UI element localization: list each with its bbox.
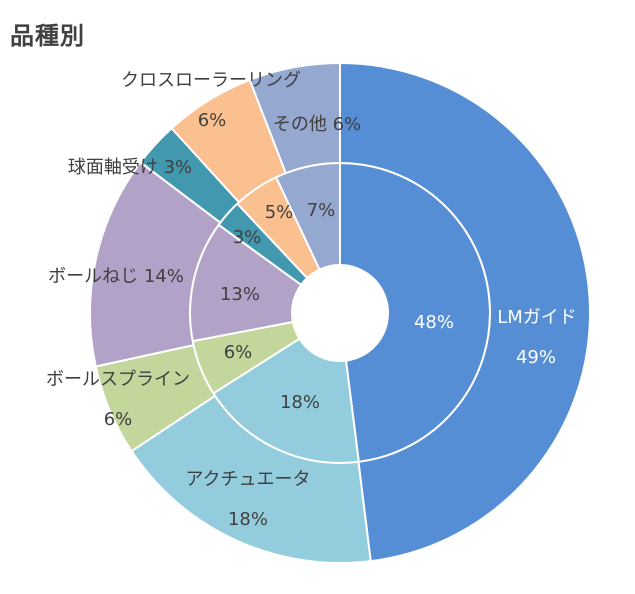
outer-label-actuator-pct: 18% [228,509,268,530]
inner-label-ball-screw: 13% [220,284,260,305]
inner-label-other: 7% [307,200,336,221]
outer-label-ball-spline-pct: 6% [104,409,133,430]
inner-label-spherical-bearing: 3% [233,227,262,248]
inner-label-ball-spline: 6% [224,342,253,363]
outer-slice-actuator [130,394,372,564]
outer-label-lm-guide-pct: 49% [516,347,556,368]
outer-label-cross-roller-ring-pct: 6% [198,110,227,131]
outer-label-spherical-bearing: 球面軸受け 3% [68,157,192,178]
outer-label-ball-screw: ボールねじ 14% [48,266,184,287]
chart-title: 品種別 [10,22,85,50]
inner-label-lm-guide: 48% [414,312,454,333]
outer-label-cross-roller-ring-name: クロスローラーリング [121,70,301,91]
outer-label-other: その他 6% [273,114,361,135]
outer-label-lm-guide-name: LMガイド [497,307,577,328]
inner-label-cross-roller-ring: 5% [265,202,294,223]
outer-label-actuator-name: アクチュエータ [185,469,310,490]
inner-label-actuator: 18% [280,392,320,413]
outer-label-ball-spline-name: ボールスプライン [46,369,190,390]
outer-slice-other [248,61,341,175]
outer-slice-lm-guide [339,61,591,563]
